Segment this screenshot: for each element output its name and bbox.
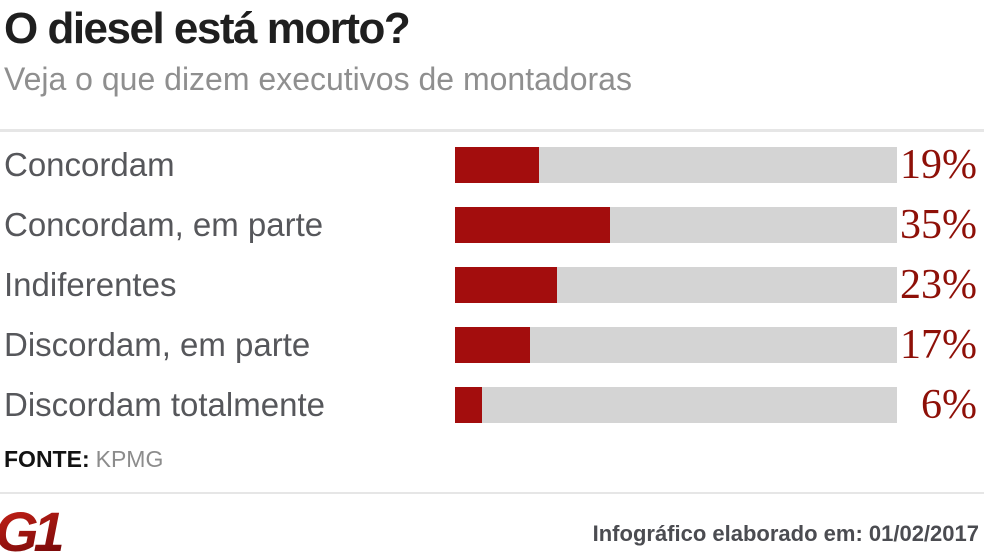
- top-divider: [0, 129, 984, 132]
- bar-track: [455, 327, 897, 363]
- source-line: FONTE: KPMG: [4, 446, 163, 473]
- source-value: KPMG: [95, 446, 164, 472]
- bar-track: [455, 387, 897, 423]
- bar-fill: [455, 267, 557, 303]
- category-label: Discordam totalmente: [4, 386, 325, 423]
- bar-fill: [455, 147, 539, 183]
- chart-row: Discordam, em parte 17%: [0, 315, 984, 375]
- value-label: 23%: [900, 262, 977, 308]
- bar-fill: [455, 387, 482, 423]
- value-label: 19%: [900, 142, 977, 188]
- category-label: Concordam, em parte: [4, 206, 324, 243]
- source-label: FONTE:: [4, 446, 90, 472]
- page-subtitle: Veja o que dizem executivos de montadora…: [4, 61, 632, 97]
- chart-row: Discordam totalmente 6%: [0, 375, 984, 435]
- svg-text:G1: G1: [0, 506, 63, 556]
- category-label: Indiferentes: [4, 266, 177, 303]
- chart-row: Concordam, em parte 35%: [0, 195, 984, 255]
- category-label: Discordam, em parte: [4, 326, 311, 363]
- category-label: Concordam: [4, 146, 175, 183]
- footer-credit: Infográfico elaborado em: 01/02/2017: [592, 521, 979, 546]
- bottom-divider: [0, 492, 984, 494]
- bar-chart: Concordam 19% Concordam, em parte 35% In…: [0, 135, 984, 435]
- page-title: O diesel está morto?: [4, 4, 411, 53]
- value-label: 35%: [900, 202, 977, 248]
- g1-logo: G1: [0, 500, 68, 558]
- bar-track: [455, 267, 897, 303]
- bar-fill: [455, 327, 531, 363]
- bar-track: [455, 147, 897, 183]
- value-label: 17%: [900, 322, 977, 368]
- chart-row: Concordam 19%: [0, 135, 984, 195]
- chart-row: Indiferentes 23%: [0, 255, 984, 315]
- bar-fill: [455, 207, 610, 243]
- g1-logo-icon: G1: [0, 500, 68, 558]
- bar-track: [455, 207, 897, 243]
- value-label: 6%: [921, 382, 977, 428]
